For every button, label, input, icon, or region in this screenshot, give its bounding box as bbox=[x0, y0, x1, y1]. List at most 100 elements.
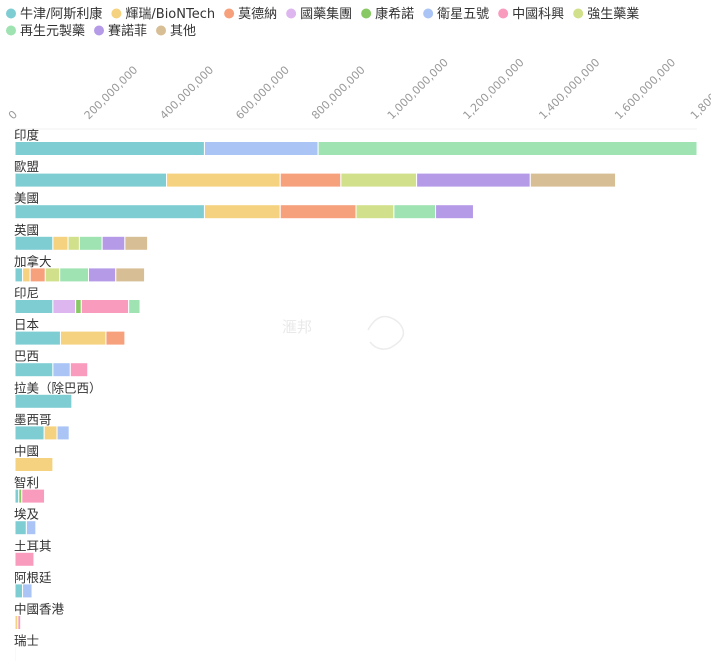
legend-item[interactable]: 中國科興 bbox=[498, 7, 564, 22]
category-label: 歐盟 bbox=[14, 159, 39, 174]
x-tick-label: 1,000,000,000 bbox=[385, 56, 451, 122]
bar-segment[interactable] bbox=[25, 520, 37, 536]
legend-item[interactable]: 其他 bbox=[156, 24, 196, 39]
category-label: 土耳其 bbox=[14, 538, 52, 553]
legend-item[interactable]: 康希諾 bbox=[361, 6, 414, 22]
bar-segment[interactable] bbox=[203, 141, 319, 156]
bar-segment[interactable] bbox=[78, 235, 103, 251]
x-tick-label: 0 bbox=[6, 108, 20, 122]
bar-segment[interactable] bbox=[128, 299, 141, 314]
bar-segment[interactable] bbox=[14, 583, 24, 599]
bar-segment[interactable] bbox=[14, 172, 168, 188]
legend-item[interactable]: 再生元製藥 bbox=[6, 24, 85, 39]
bar-segment[interactable] bbox=[22, 583, 33, 599]
bar-segment[interactable] bbox=[105, 330, 126, 346]
bar-segment[interactable] bbox=[279, 172, 342, 188]
bar-segment[interactable] bbox=[14, 520, 27, 536]
x-tick-label: 800,000,000 bbox=[309, 63, 368, 122]
bar-segment[interactable] bbox=[52, 362, 71, 378]
bar-segment[interactable] bbox=[124, 235, 149, 251]
bar-segment[interactable] bbox=[43, 425, 58, 441]
legend-label: 牛津/阿斯利康 bbox=[20, 6, 102, 22]
bar-segment[interactable] bbox=[317, 141, 698, 156]
bar-segment[interactable] bbox=[52, 299, 77, 314]
bar-segment[interactable] bbox=[29, 267, 46, 283]
bar-segment[interactable] bbox=[101, 235, 126, 251]
bar-segment[interactable] bbox=[56, 425, 70, 441]
bar-segment[interactable] bbox=[279, 204, 357, 220]
bar-segment[interactable] bbox=[340, 172, 418, 188]
bar-segment[interactable] bbox=[59, 330, 107, 346]
bar-segment[interactable] bbox=[52, 235, 69, 251]
bar-segment[interactable] bbox=[59, 267, 90, 283]
bar-segment[interactable] bbox=[44, 267, 61, 283]
legend-swatch bbox=[361, 8, 372, 19]
bar-segment[interactable] bbox=[355, 204, 395, 220]
bars bbox=[14, 141, 698, 662]
bar-segment[interactable] bbox=[69, 362, 89, 378]
legend-label: 再生元製藥 bbox=[20, 24, 85, 39]
x-tick-label: 400,000,000 bbox=[157, 63, 216, 122]
category-label: 巴西 bbox=[14, 349, 39, 364]
bar-segment[interactable] bbox=[14, 267, 24, 283]
category-label: 拉美（除巴西） bbox=[14, 380, 102, 395]
bar-segment[interactable] bbox=[67, 235, 80, 251]
bar-segment[interactable] bbox=[166, 172, 281, 188]
bar-segment[interactable] bbox=[14, 488, 20, 504]
legend-swatch bbox=[573, 8, 584, 19]
bar-segment[interactable] bbox=[75, 299, 82, 314]
bar-segment[interactable] bbox=[14, 141, 205, 156]
legend-item[interactable]: 牛津/阿斯利康 bbox=[6, 6, 102, 22]
legend-label: 賽諾菲 bbox=[108, 23, 147, 39]
legend-swatch bbox=[6, 25, 16, 36]
bar-segment[interactable] bbox=[14, 457, 54, 472]
legend-label: 輝瑞/BioNTech bbox=[125, 7, 215, 22]
bar-segment[interactable] bbox=[393, 204, 437, 220]
bar-segment[interactable] bbox=[17, 615, 22, 630]
bar-segment[interactable] bbox=[14, 299, 54, 314]
bar-segment[interactable] bbox=[88, 267, 117, 283]
x-axis: 0 200,000,000 400,000,000 600,000,000 800,00… bbox=[6, 56, 711, 130]
legend-swatch bbox=[498, 8, 509, 19]
legend-item[interactable]: 衛星五號 bbox=[423, 7, 489, 22]
category-label: 墨西哥 bbox=[14, 412, 52, 427]
bar-segment[interactable] bbox=[416, 172, 531, 188]
legend-item[interactable]: 莫德納 bbox=[224, 7, 277, 22]
legend-swatch bbox=[156, 25, 167, 36]
bar-segment[interactable] bbox=[80, 299, 130, 314]
legend-item[interactable]: 賽諾菲 bbox=[94, 23, 147, 39]
bar-segment[interactable] bbox=[203, 204, 281, 220]
x-tick-label: 1,400,000,000 bbox=[536, 56, 602, 122]
category-label: 印度 bbox=[14, 128, 40, 143]
bar-segment[interactable] bbox=[14, 235, 54, 251]
bar-segment[interactable] bbox=[14, 425, 45, 441]
bar-segment[interactable] bbox=[14, 393, 73, 409]
legend-swatch bbox=[224, 8, 235, 19]
watermark-text: 滙邦 bbox=[282, 318, 312, 336]
bar-segment[interactable] bbox=[14, 204, 205, 220]
bar-segment[interactable] bbox=[14, 330, 61, 346]
x-tick-label: 1,600,000,000 bbox=[612, 56, 678, 122]
bar-segment[interactable] bbox=[115, 267, 146, 283]
watermark-logo bbox=[367, 315, 405, 350]
bar-segment[interactable] bbox=[22, 267, 31, 283]
legend-label: 衛星五號 bbox=[437, 7, 489, 22]
legend-label: 國藥集團 bbox=[300, 6, 352, 22]
legend-label: 莫德納 bbox=[238, 7, 277, 22]
bar-segment[interactable] bbox=[529, 172, 617, 188]
legend-swatch bbox=[6, 8, 16, 19]
legend-item[interactable]: 國藥集團 bbox=[286, 6, 352, 22]
bar-segment[interactable] bbox=[435, 204, 474, 220]
category-label: 印尼 bbox=[14, 286, 39, 301]
category-label: 瑞士 bbox=[14, 633, 39, 648]
legend-label: 康希諾 bbox=[375, 6, 414, 22]
category-label: 埃及 bbox=[14, 507, 40, 522]
category-label: 美國 bbox=[14, 191, 39, 206]
legend-item[interactable]: 輝瑞/BioNTech bbox=[111, 7, 215, 22]
bar-segment[interactable] bbox=[21, 488, 46, 504]
bar-segment[interactable] bbox=[14, 551, 35, 567]
legend-item[interactable]: 強生藥業 bbox=[573, 6, 639, 22]
bar-segment[interactable] bbox=[14, 646, 17, 662]
x-tick-label: 1,200,000,000 bbox=[461, 56, 527, 122]
bar-segment[interactable] bbox=[14, 362, 54, 378]
